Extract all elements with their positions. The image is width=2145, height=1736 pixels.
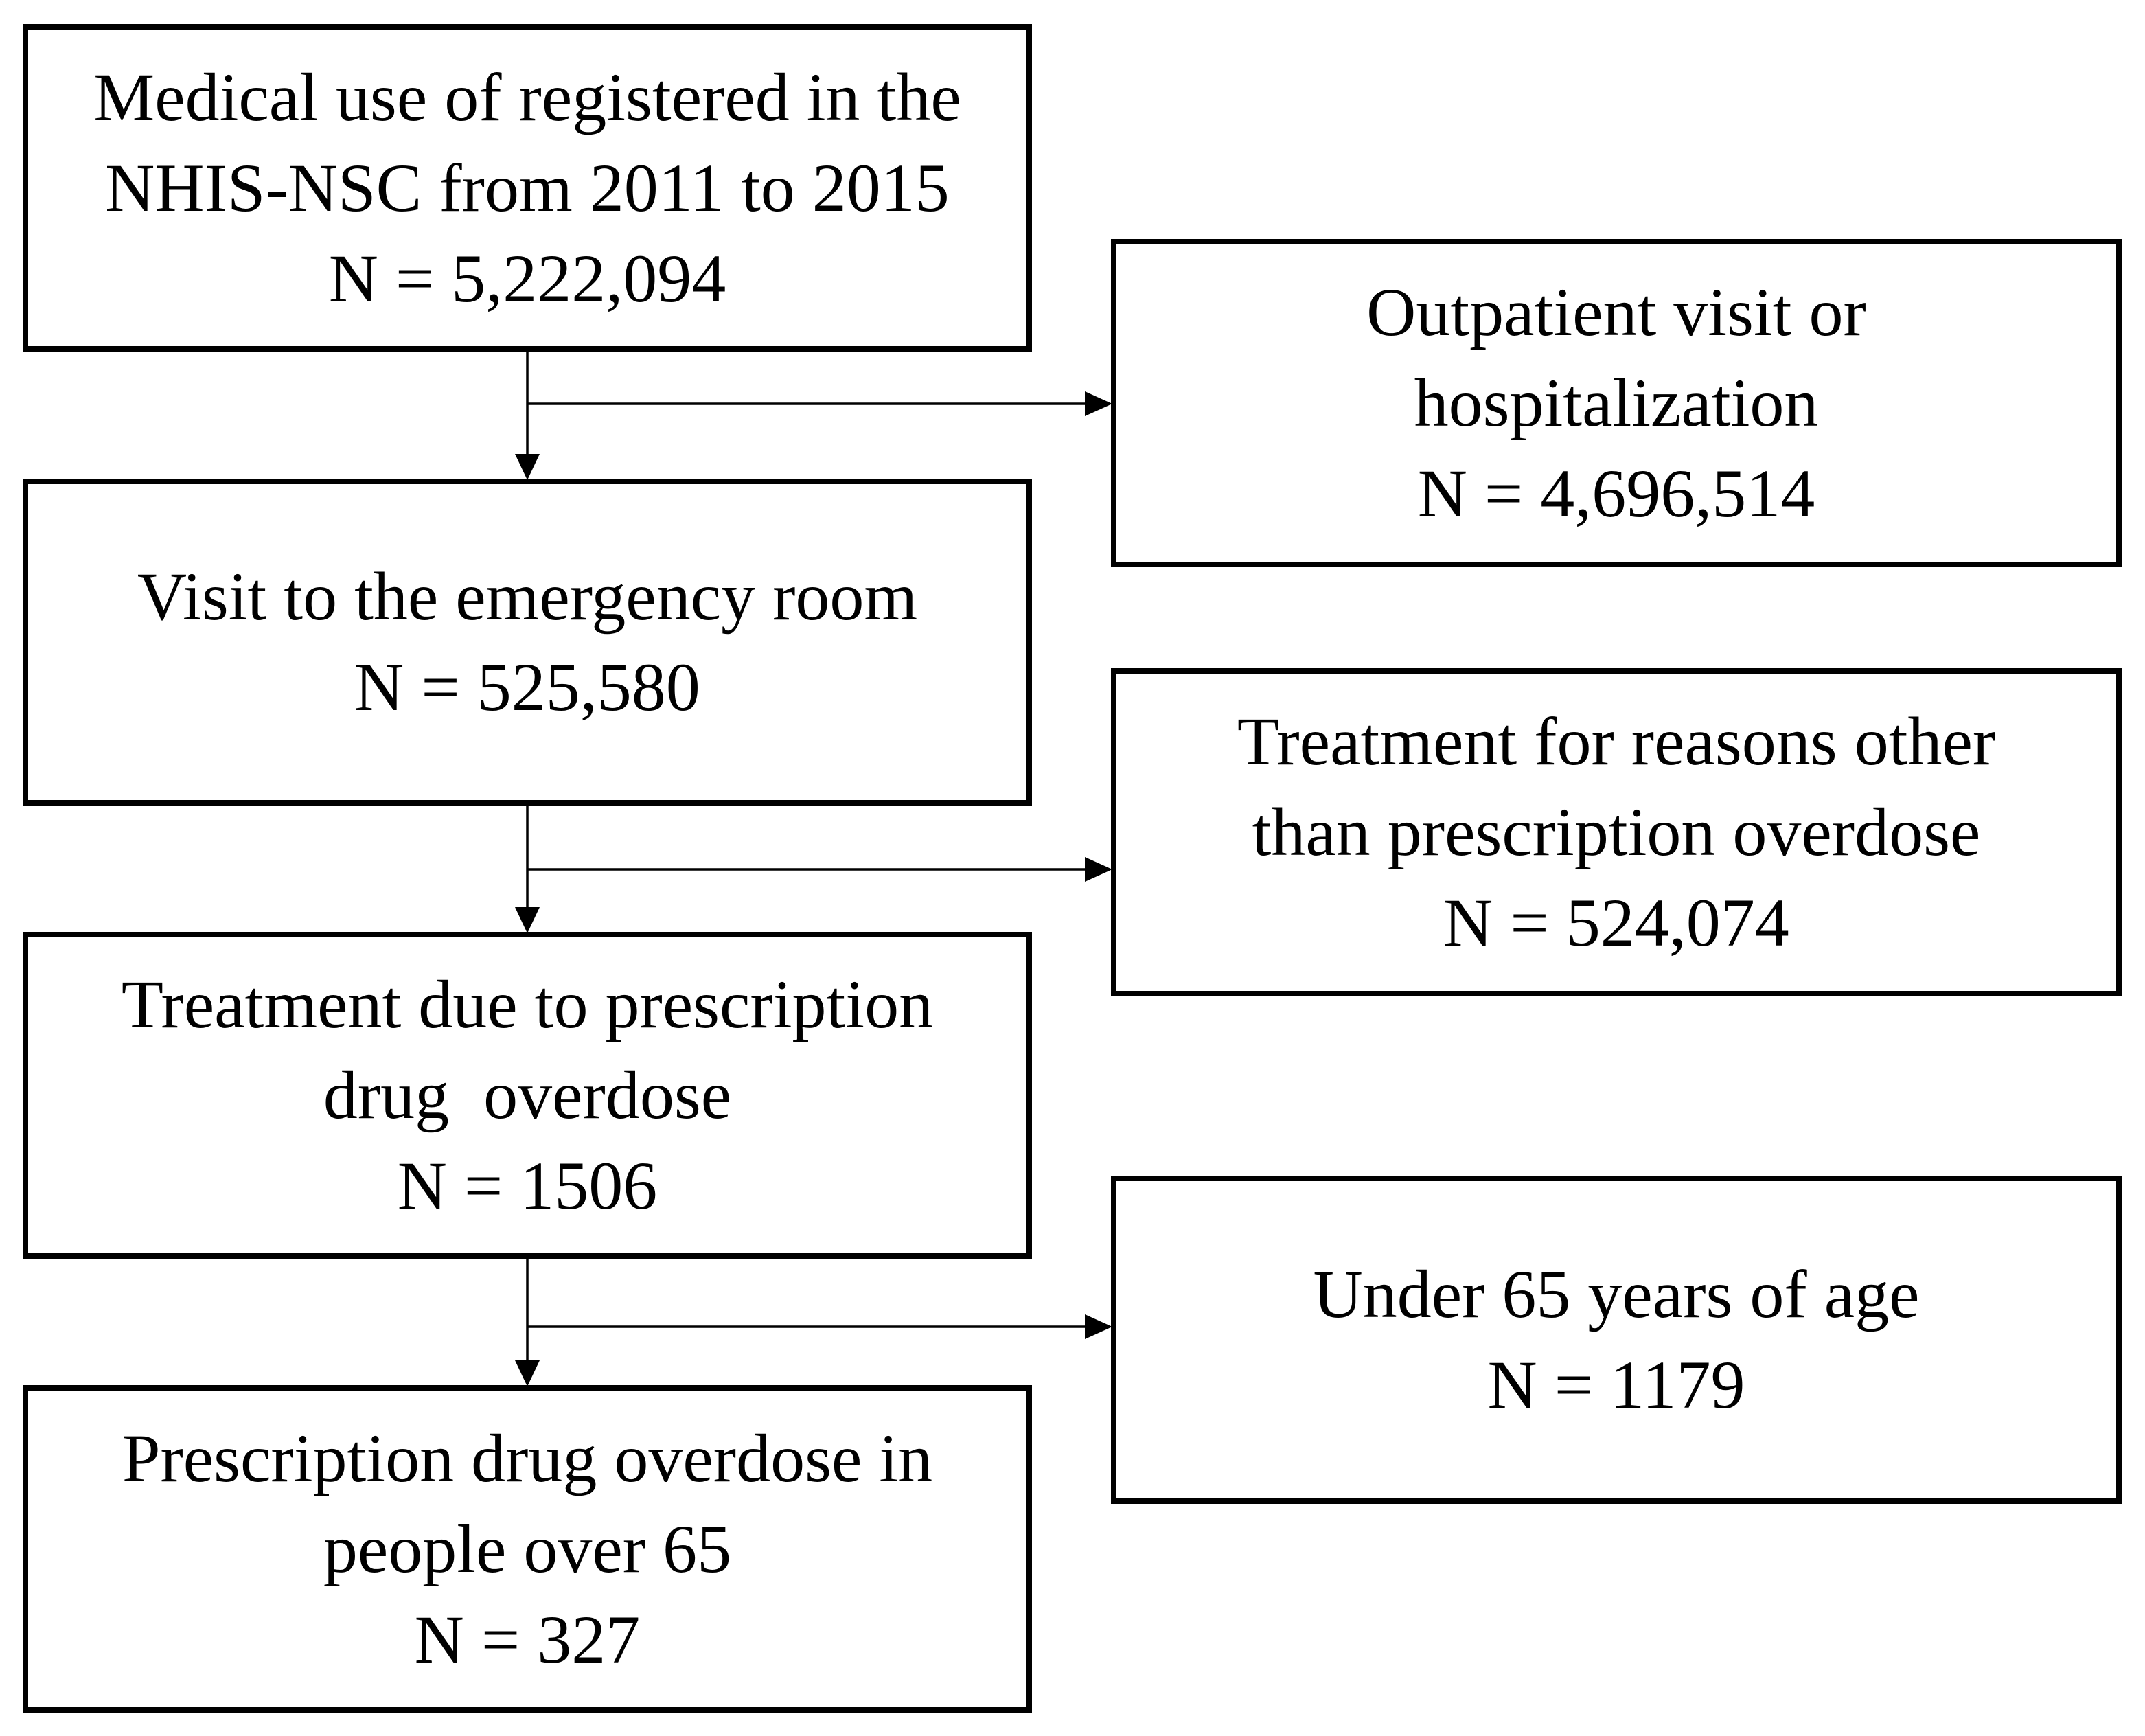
box-outpatient-or-hospitalization: Outpatient visit or hospitalization N = … — [1111, 239, 2122, 567]
arrow-to-over-65 — [515, 1259, 540, 1386]
arrowhead-right — [1085, 391, 1112, 416]
box-er-visit: Visit to the emergency room N = 525,580 — [23, 479, 1032, 806]
arrow-to-under-65-exclusion — [527, 1314, 1112, 1339]
box-treatment-other-reasons-text: Treatment for reasons other than prescri… — [1237, 703, 1996, 961]
arrow-to-other-reasons-exclusion — [527, 857, 1112, 882]
box-outpatient-or-hospitalization-text: Outpatient visit or hospitalization N = … — [1366, 274, 1866, 532]
arrow-to-overdose-treatment — [515, 806, 540, 933]
arrowhead-down — [515, 1360, 540, 1386]
box-treatment-other-reasons: Treatment for reasons other than prescri… — [1111, 668, 2122, 996]
box-under-65: Under 65 years of age N = 1179 — [1111, 1176, 2122, 1504]
box-er-visit-text: Visit to the emergency room N = 525,580 — [137, 558, 918, 725]
arrowhead-down — [515, 907, 540, 933]
box-medical-use-nhis: Medical use of registered in the NHIS-NS… — [23, 24, 1032, 352]
arrowhead-down — [515, 454, 540, 480]
box-treatment-prescription-overdose: Treatment due to prescription drug overd… — [23, 932, 1032, 1259]
box-overdose-over-65: Prescription drug overdose in people ove… — [23, 1385, 1032, 1713]
box-medical-use-nhis-text: Medical use of registered in the NHIS-NS… — [93, 58, 961, 317]
arrow-to-outpatient-exclusion — [527, 391, 1112, 416]
arrowhead-right — [1085, 1314, 1112, 1339]
box-treatment-prescription-overdose-text: Treatment due to prescription drug overd… — [121, 966, 934, 1224]
arrowhead-right — [1085, 857, 1112, 882]
arrow-to-er-visit — [515, 352, 540, 480]
box-under-65-text: Under 65 years of age N = 1179 — [1313, 1256, 1920, 1423]
box-overdose-over-65-text: Prescription drug overdose in people ove… — [122, 1419, 933, 1678]
